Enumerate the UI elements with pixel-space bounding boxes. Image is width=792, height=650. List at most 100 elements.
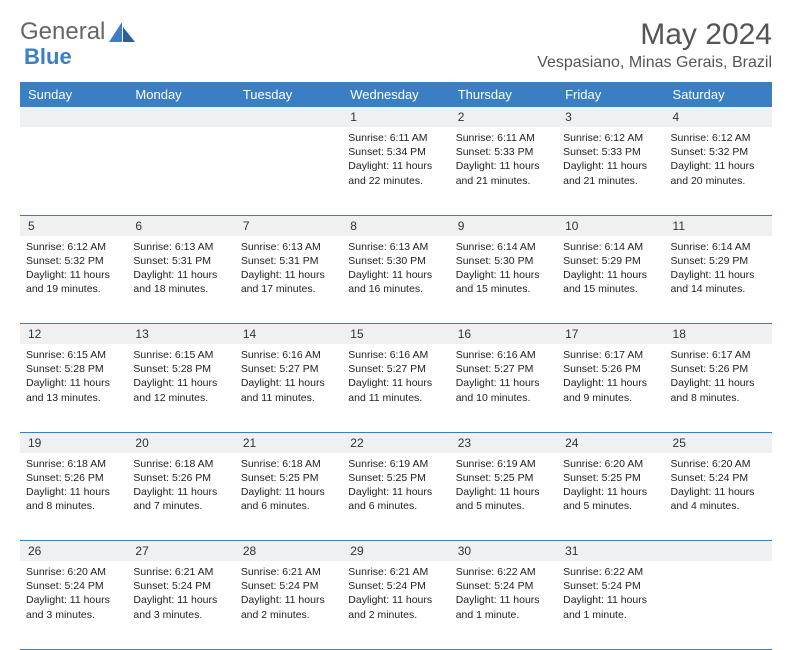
sunset-text: Sunset: 5:33 PM: [563, 145, 658, 159]
sunset-text: Sunset: 5:26 PM: [133, 471, 228, 485]
daynum-row: 1234: [20, 107, 772, 127]
day-content-cell: Sunrise: 6:18 AMSunset: 5:26 PMDaylight:…: [20, 453, 127, 541]
sunset-text: Sunset: 5:28 PM: [26, 362, 121, 376]
daylight-text-2: and 15 minutes.: [563, 282, 658, 296]
day-number-cell: [20, 107, 127, 127]
day-number-cell: 8: [342, 215, 449, 236]
day-content-cell: Sunrise: 6:11 AMSunset: 5:34 PMDaylight:…: [342, 127, 449, 215]
day-details: Sunrise: 6:19 AMSunset: 5:25 PMDaylight:…: [456, 457, 551, 514]
daylight-text-2: and 5 minutes.: [456, 499, 551, 513]
day-number-cell: 4: [665, 107, 772, 127]
weekday-header: Tuesday: [235, 82, 342, 107]
sunset-text: Sunset: 5:29 PM: [563, 254, 658, 268]
day-number-cell: 27: [127, 541, 234, 562]
day-details: Sunrise: 6:22 AMSunset: 5:24 PMDaylight:…: [563, 565, 658, 622]
sunrise-text: Sunrise: 6:15 AM: [26, 348, 121, 362]
day-details: Sunrise: 6:15 AMSunset: 5:28 PMDaylight:…: [26, 348, 121, 405]
sunrise-text: Sunrise: 6:13 AM: [348, 240, 443, 254]
daylight-text-1: Daylight: 11 hours: [456, 485, 551, 499]
sunset-text: Sunset: 5:26 PM: [26, 471, 121, 485]
content-row: Sunrise: 6:12 AMSunset: 5:32 PMDaylight:…: [20, 236, 772, 324]
daylight-text-2: and 18 minutes.: [133, 282, 228, 296]
daylight-text-2: and 9 minutes.: [563, 391, 658, 405]
daylight-text-2: and 17 minutes.: [241, 282, 336, 296]
day-content-cell: [665, 561, 772, 649]
day-number-cell: 11: [665, 215, 772, 236]
daylight-text-1: Daylight: 11 hours: [241, 485, 336, 499]
sunset-text: Sunset: 5:29 PM: [671, 254, 766, 268]
daylight-text-2: and 12 minutes.: [133, 391, 228, 405]
sunset-text: Sunset: 5:31 PM: [241, 254, 336, 268]
daylight-text-2: and 16 minutes.: [348, 282, 443, 296]
day-number-cell: 2: [450, 107, 557, 127]
weekday-header: Sunday: [20, 82, 127, 107]
daylight-text-2: and 19 minutes.: [26, 282, 121, 296]
day-details: Sunrise: 6:18 AMSunset: 5:25 PMDaylight:…: [241, 457, 336, 514]
brand-part1: General: [20, 18, 105, 46]
day-details: Sunrise: 6:13 AMSunset: 5:31 PMDaylight:…: [133, 240, 228, 297]
sunrise-text: Sunrise: 6:21 AM: [133, 565, 228, 579]
day-content-cell: Sunrise: 6:19 AMSunset: 5:25 PMDaylight:…: [450, 453, 557, 541]
daylight-text-1: Daylight: 11 hours: [133, 485, 228, 499]
day-number-cell: [235, 107, 342, 127]
day-details: Sunrise: 6:18 AMSunset: 5:26 PMDaylight:…: [26, 457, 121, 514]
sunset-text: Sunset: 5:27 PM: [348, 362, 443, 376]
day-content-cell: Sunrise: 6:22 AMSunset: 5:24 PMDaylight:…: [557, 561, 664, 649]
sunrise-text: Sunrise: 6:12 AM: [563, 131, 658, 145]
day-content-cell: Sunrise: 6:22 AMSunset: 5:24 PMDaylight:…: [450, 561, 557, 649]
day-details: Sunrise: 6:21 AMSunset: 5:24 PMDaylight:…: [241, 565, 336, 622]
daylight-text-1: Daylight: 11 hours: [456, 376, 551, 390]
day-content-cell: Sunrise: 6:14 AMSunset: 5:29 PMDaylight:…: [557, 236, 664, 324]
sunrise-text: Sunrise: 6:18 AM: [241, 457, 336, 471]
content-row: Sunrise: 6:18 AMSunset: 5:26 PMDaylight:…: [20, 453, 772, 541]
daylight-text-1: Daylight: 11 hours: [348, 159, 443, 173]
daylight-text-1: Daylight: 11 hours: [563, 268, 658, 282]
day-details: Sunrise: 6:14 AMSunset: 5:29 PMDaylight:…: [563, 240, 658, 297]
daylight-text-2: and 13 minutes.: [26, 391, 121, 405]
day-content-cell: Sunrise: 6:11 AMSunset: 5:33 PMDaylight:…: [450, 127, 557, 215]
daylight-text-2: and 20 minutes.: [671, 174, 766, 188]
weekday-header: Friday: [557, 82, 664, 107]
sunset-text: Sunset: 5:32 PM: [671, 145, 766, 159]
day-content-cell: Sunrise: 6:20 AMSunset: 5:24 PMDaylight:…: [665, 453, 772, 541]
day-content-cell: Sunrise: 6:17 AMSunset: 5:26 PMDaylight:…: [557, 344, 664, 432]
day-content-cell: Sunrise: 6:14 AMSunset: 5:30 PMDaylight:…: [450, 236, 557, 324]
sunset-text: Sunset: 5:27 PM: [456, 362, 551, 376]
day-content-cell: [20, 127, 127, 215]
day-content-cell: Sunrise: 6:14 AMSunset: 5:29 PMDaylight:…: [665, 236, 772, 324]
sunrise-text: Sunrise: 6:16 AM: [348, 348, 443, 362]
sunset-text: Sunset: 5:24 PM: [133, 579, 228, 593]
sunset-text: Sunset: 5:24 PM: [26, 579, 121, 593]
sunrise-text: Sunrise: 6:16 AM: [241, 348, 336, 362]
day-number-cell: 24: [557, 432, 664, 453]
day-number-cell: 28: [235, 541, 342, 562]
sunset-text: Sunset: 5:25 PM: [241, 471, 336, 485]
sunrise-text: Sunrise: 6:17 AM: [563, 348, 658, 362]
weekday-header: Thursday: [450, 82, 557, 107]
day-content-cell: Sunrise: 6:13 AMSunset: 5:31 PMDaylight:…: [127, 236, 234, 324]
day-content-cell: Sunrise: 6:21 AMSunset: 5:24 PMDaylight:…: [235, 561, 342, 649]
day-number-cell: 3: [557, 107, 664, 127]
daylight-text-2: and 14 minutes.: [671, 282, 766, 296]
title-block: May 2024 Vespasiano, Minas Gerais, Brazi…: [537, 18, 772, 72]
day-details: Sunrise: 6:21 AMSunset: 5:24 PMDaylight:…: [348, 565, 443, 622]
daylight-text-2: and 22 minutes.: [348, 174, 443, 188]
day-number-cell: 6: [127, 215, 234, 236]
daylight-text-1: Daylight: 11 hours: [563, 376, 658, 390]
daylight-text-1: Daylight: 11 hours: [456, 268, 551, 282]
weekday-header: Monday: [127, 82, 234, 107]
sunrise-text: Sunrise: 6:22 AM: [563, 565, 658, 579]
daylight-text-2: and 1 minute.: [456, 608, 551, 622]
daylight-text-2: and 10 minutes.: [456, 391, 551, 405]
sunrise-text: Sunrise: 6:14 AM: [563, 240, 658, 254]
day-number-cell: 1: [342, 107, 449, 127]
sunset-text: Sunset: 5:24 PM: [241, 579, 336, 593]
daylight-text-2: and 21 minutes.: [563, 174, 658, 188]
daynum-row: 19202122232425: [20, 432, 772, 453]
sunrise-text: Sunrise: 6:19 AM: [456, 457, 551, 471]
day-content-cell: Sunrise: 6:19 AMSunset: 5:25 PMDaylight:…: [342, 453, 449, 541]
day-content-cell: Sunrise: 6:12 AMSunset: 5:32 PMDaylight:…: [20, 236, 127, 324]
sunset-text: Sunset: 5:25 PM: [456, 471, 551, 485]
daylight-text-2: and 2 minutes.: [241, 608, 336, 622]
day-details: Sunrise: 6:20 AMSunset: 5:24 PMDaylight:…: [671, 457, 766, 514]
